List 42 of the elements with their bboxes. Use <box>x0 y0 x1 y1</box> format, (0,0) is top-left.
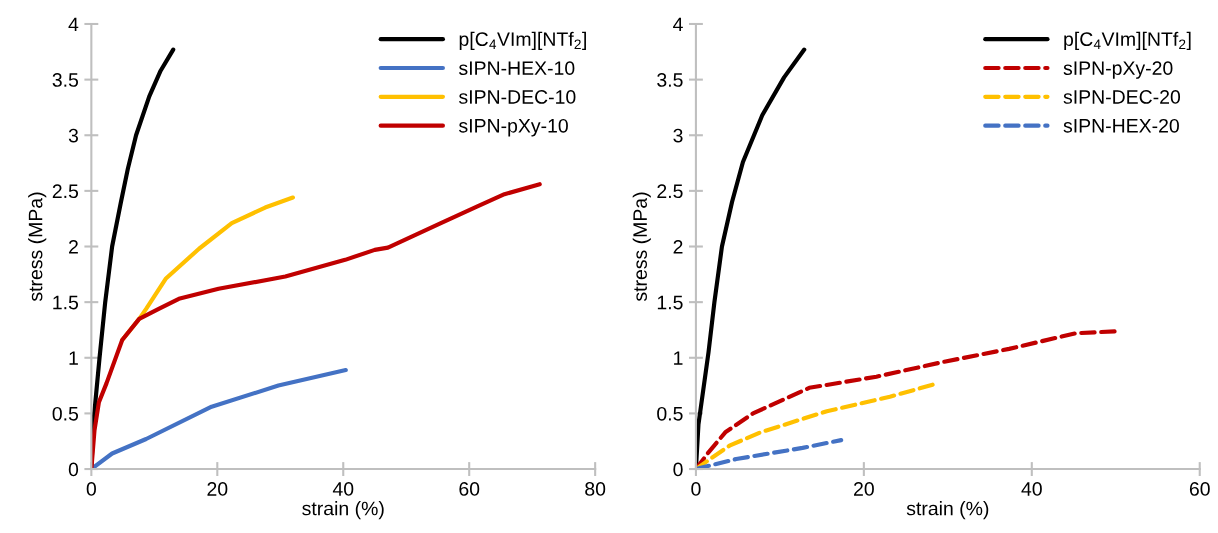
y-tick-label: 0.5 <box>52 406 79 421</box>
y-tick-label: 2.5 <box>52 184 79 199</box>
legend-label: sIPN-HEX-10 <box>459 61 575 76</box>
x-axis-title: strain (%) <box>906 501 989 520</box>
y-tick-label: 3 <box>68 128 78 143</box>
y-tick-label: 2 <box>673 239 683 254</box>
y-tick-label: 4 <box>68 17 79 32</box>
y-tick-label: 3 <box>673 128 683 143</box>
y-tick-label: 2.5 <box>657 184 683 199</box>
x-tick-label: 20 <box>854 482 874 496</box>
y-tick-label: 0.5 <box>657 406 683 421</box>
y-tick-label: 0 <box>673 462 683 477</box>
y-tick-label: 1 <box>69 351 78 365</box>
y-axis-title: stress (MPa) <box>28 192 47 302</box>
legend-label: p[C$_{4}$VIm][NTf$_{2}$] <box>1064 31 1191 50</box>
y-tick-label: 0 <box>68 462 79 477</box>
y-tick-label: 1.5 <box>53 295 79 310</box>
x-axis-title: strain (%) <box>302 501 384 520</box>
legend-label: sIPN-pXy-10 <box>459 118 568 137</box>
x-tick-label: 0 <box>691 482 701 496</box>
x-tick-label: 60 <box>1189 482 1210 496</box>
y-tick-label: 3.5 <box>657 73 683 87</box>
legend-label: sIPN-HEX-20 <box>1063 118 1179 133</box>
y-tick-label: 4 <box>673 17 683 32</box>
line-series <box>91 182 542 470</box>
x-tick-label: 40 <box>332 482 354 496</box>
x-tick-label: 60 <box>459 482 480 496</box>
legend-label: p[C$_{4}$VIm][NTf$_{2}$] <box>459 31 586 50</box>
y-tick-label: 3.5 <box>52 73 79 87</box>
x-tick-label: 20 <box>207 482 228 496</box>
legend-label: sIPN-DEC-20 <box>1063 90 1181 104</box>
x-tick-label: 80 <box>585 482 606 496</box>
y-tick-label: 1 <box>674 351 683 365</box>
x-tick-label: 40 <box>1021 482 1042 496</box>
y-tick-label: 1.5 <box>657 295 683 310</box>
legend-label: sIPN-DEC-10 <box>459 90 576 104</box>
y-tick-label: 2 <box>69 239 78 254</box>
legend-label: sIPN-pXy-20 <box>1063 61 1173 79</box>
line-series <box>695 438 844 470</box>
x-tick-label: 0 <box>86 482 96 496</box>
y-axis-title: stress (MPa) <box>632 192 651 302</box>
line-series <box>91 367 348 470</box>
